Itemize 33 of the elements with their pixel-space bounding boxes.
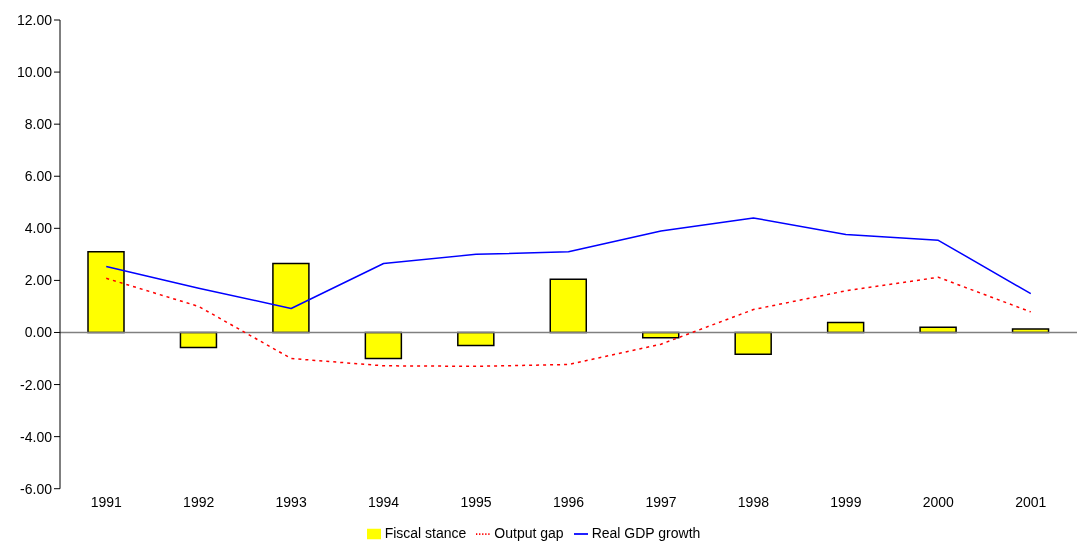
y-tick-label: 8.00 — [24, 116, 53, 133]
x-tick-label: 2001 — [1015, 493, 1047, 510]
x-tick-label: 1994 — [368, 493, 400, 510]
y-tick-label: 4.00 — [24, 220, 53, 237]
bar — [87, 251, 125, 334]
x-tick-label: 1996 — [552, 493, 585, 510]
y-tick-label: -6.00 — [20, 480, 53, 497]
y-tick-label: 10.00 — [16, 64, 53, 81]
legend-label: Output gap — [494, 524, 564, 541]
bar — [364, 331, 403, 360]
x-tick-label: 1991 — [90, 493, 123, 510]
y-tick-label: 12.00 — [16, 11, 53, 28]
bar — [179, 331, 218, 349]
legend-label: Fiscal stance — [384, 524, 467, 541]
x-tick-label: 2000 — [922, 493, 955, 510]
y-tick-label: -2.00 — [20, 376, 53, 393]
x-tick-label: 1993 — [275, 493, 307, 510]
x-tick-label: 1998 — [737, 493, 770, 510]
x-tick-label: 1999 — [830, 493, 862, 510]
x-tick-label: 1997 — [645, 493, 677, 510]
line-series — [105, 217, 1032, 310]
bar — [549, 278, 588, 334]
bar — [272, 262, 310, 334]
bar — [457, 331, 495, 347]
y-tick-label: 2.00 — [24, 272, 53, 289]
bar — [734, 331, 772, 356]
legend-label: Real GDP growth — [591, 524, 701, 541]
x-tick-label: 1995 — [460, 493, 492, 510]
line-series — [105, 276, 1032, 368]
y-tick-label: 0.00 — [24, 324, 53, 341]
y-tick-label: 6.00 — [24, 168, 53, 185]
x-tick-label: 1992 — [183, 493, 215, 510]
y-tick-label: -4.00 — [20, 428, 53, 445]
